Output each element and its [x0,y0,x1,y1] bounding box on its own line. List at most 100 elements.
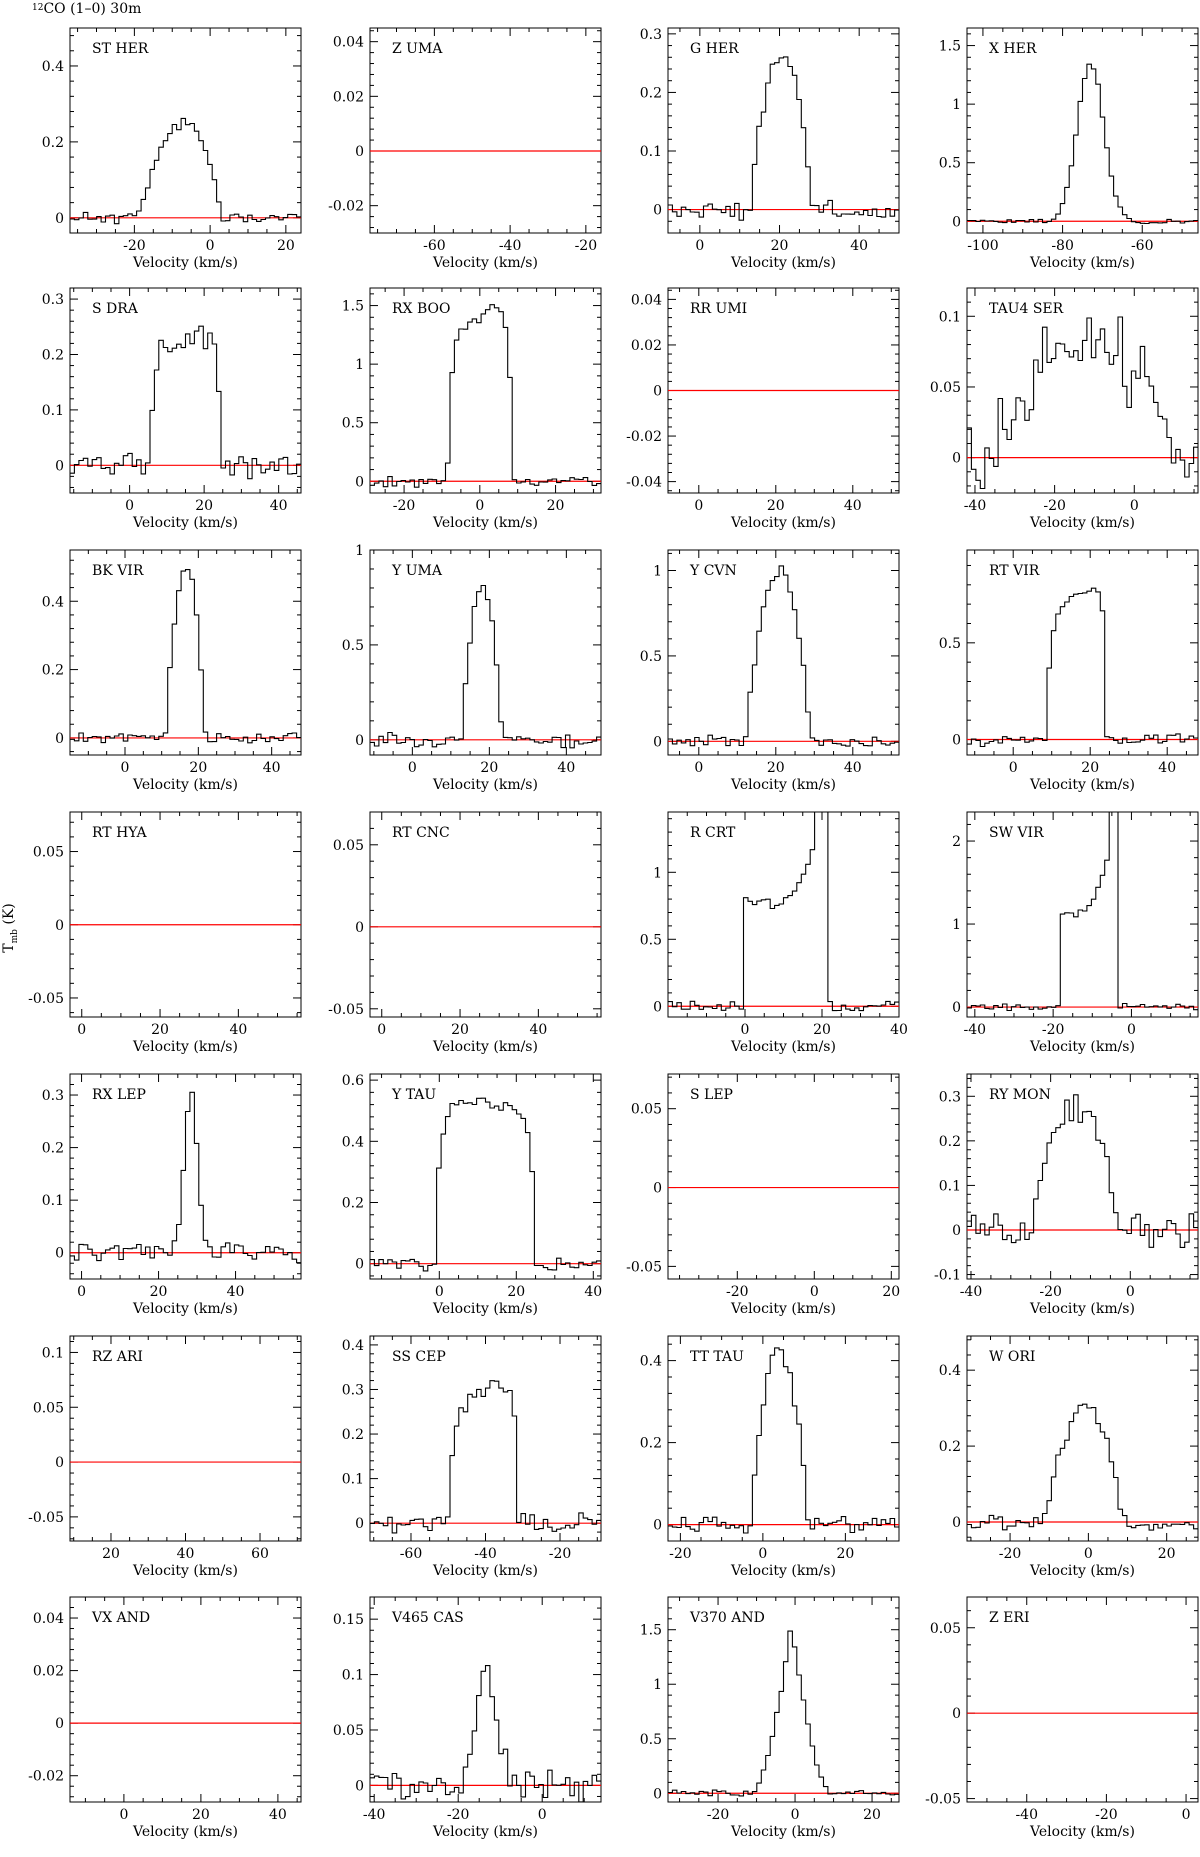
y-tick-label: 0.02 [33,1664,64,1680]
y-tick-label: 1 [355,357,364,373]
x-tick-label: -20 [123,238,146,254]
y-tick-label: 0 [952,451,961,467]
figure-title-text: CO (1–0) 30m [43,1,141,17]
x-tick-label: 20 [151,1022,169,1038]
y-tick-label: 1 [653,1677,662,1693]
y-tick-label: 0 [653,203,662,219]
star-name-label: Z UMA [392,41,443,57]
y-tick-label: 0.05 [930,380,961,396]
x-axis-title: Velocity (km/s) [432,1301,538,1317]
plot-frame [966,1073,1199,1280]
x-tick-label: 40 [584,1284,602,1300]
star-name-label: S DRA [92,301,139,317]
y-tick-label: 0 [355,1516,364,1532]
x-tick-label: 0 [695,238,704,254]
star-name-label: BK VIR [92,563,144,579]
y-tick-label: 0.2 [342,1427,364,1443]
star-name-label: X HER [989,41,1037,57]
x-tick-label: -40 [964,498,987,514]
plot-frame [966,811,1199,1018]
plot-frame [966,27,1199,234]
x-tick-label: 20 [547,498,565,514]
x-tick-label: -40 [474,1546,497,1562]
y-tick-label: 1.5 [342,299,364,315]
spectrum-line [668,812,899,1012]
y-tick-label: 2 [952,834,961,850]
spectrum-panel-rx-boo: -20 0 20 0 0.5 1 1.5 Velocity (km/s) RX BOO [342,287,602,531]
x-tick-label: 20 [863,1807,881,1823]
star-name-label: R CRT [690,825,736,841]
y-tick-label: 0.4 [939,1363,961,1379]
x-tick-label: -20 [549,1546,572,1562]
plot-frame [69,811,302,1018]
star-name-label: Z ERI [989,1610,1029,1626]
plot-frame [966,1596,1199,1803]
plot-frame [369,27,602,234]
y-tick-label: 0.4 [42,59,64,75]
x-axis-title: Velocity (km/s) [730,777,836,793]
y-tick-label: 0.5 [342,638,364,654]
x-axis-title: Velocity (km/s) [432,1039,538,1055]
x-tick-label: 40 [229,1022,247,1038]
star-name-label: G HER [690,41,739,57]
star-name-label: W ORI [989,1349,1035,1365]
star-name-label: TAU4 SER [989,301,1064,317]
x-tick-label: 40 [1158,760,1176,776]
spectrum-panel-y-tau: 0 20 40 0 0.2 0.4 0.6 Velocity (km/s) Y TAU [342,1073,602,1317]
x-tick-label: 0 [1084,1546,1093,1562]
x-tick-label: 0 [77,1022,86,1038]
y-tick-label: -0.05 [626,1259,662,1275]
spectrum-panel-rt-cnc: 0 20 40 -0.05 0 0.05 Velocity (km/s) RT CNC [328,811,602,1055]
plot-frame [966,549,1199,756]
y-tick-label: 0.1 [42,403,64,419]
y-tick-label: 0.2 [640,1436,662,1452]
plot-frame [667,27,900,234]
x-axis-title: Velocity (km/s) [730,1563,836,1579]
x-tick-label: 0 [77,1284,86,1300]
y-tick-label: 0 [653,1786,662,1802]
star-name-label: SS CEP [392,1349,446,1365]
x-tick-label: 20 [507,1284,525,1300]
x-tick-label: 0 [125,498,134,514]
spectrum-line [967,63,1198,225]
spectrum-panel-rt-hya: 0 20 40 -0.05 0 0.05 Velocity (km/s) RT HYA [28,811,302,1055]
x-tick-label: 0 [538,1807,547,1823]
y-tick-label: 0.4 [640,1354,662,1370]
spectrum-panel-rt-vir: 0 20 40 0 0.5 Velocity (km/s) RT VIR [939,549,1199,793]
spectrum-panel-tau4-ser: -40 -20 0 0 0.05 0.1 Velocity (km/s) TAU4 SER [930,287,1199,531]
y-tick-label: 0.05 [333,1723,364,1739]
x-axis-title: Velocity (km/s) [132,1824,238,1840]
plot-frame [667,549,900,756]
x-axis-title: Velocity (km/s) [730,255,836,271]
plot-frame [667,1596,900,1803]
x-tick-label: -40 [363,1807,386,1823]
y-tick-label: 0.04 [33,1611,64,1627]
x-tick-label: 0 [1127,1022,1136,1038]
x-tick-label: 0 [791,1807,800,1823]
y-tick-label: 0.4 [342,1338,364,1354]
y-tick-label: 0 [653,1181,662,1197]
x-tick-label: 20 [813,1022,831,1038]
y-tick-label: 0.2 [42,663,64,679]
x-axis-title: Velocity (km/s) [1029,255,1135,271]
x-axis-title: Velocity (km/s) [730,1039,836,1055]
plot-frame [69,549,302,756]
x-tick-label: -40 [499,238,522,254]
x-axis-title: Velocity (km/s) [132,1301,238,1317]
plot-frame [69,1596,302,1803]
spectrum-line [70,325,301,480]
x-tick-label: -20 [1043,498,1066,514]
x-tick-label: 20 [480,760,498,776]
y-tick-label: 0.05 [631,1102,662,1118]
x-axis-title: Velocity (km/s) [1029,1563,1135,1579]
y-tick-label: 0 [55,211,64,227]
star-name-label: ST HER [92,41,149,57]
x-tick-label: -20 [726,1284,749,1300]
plot-frame [667,1073,900,1280]
y-tick-label: 1 [952,917,961,933]
y-tick-label: 0 [355,144,364,160]
spectrum-line [668,1630,899,1797]
x-tick-label: 0 [121,760,130,776]
x-tick-label: 40 [227,1284,245,1300]
